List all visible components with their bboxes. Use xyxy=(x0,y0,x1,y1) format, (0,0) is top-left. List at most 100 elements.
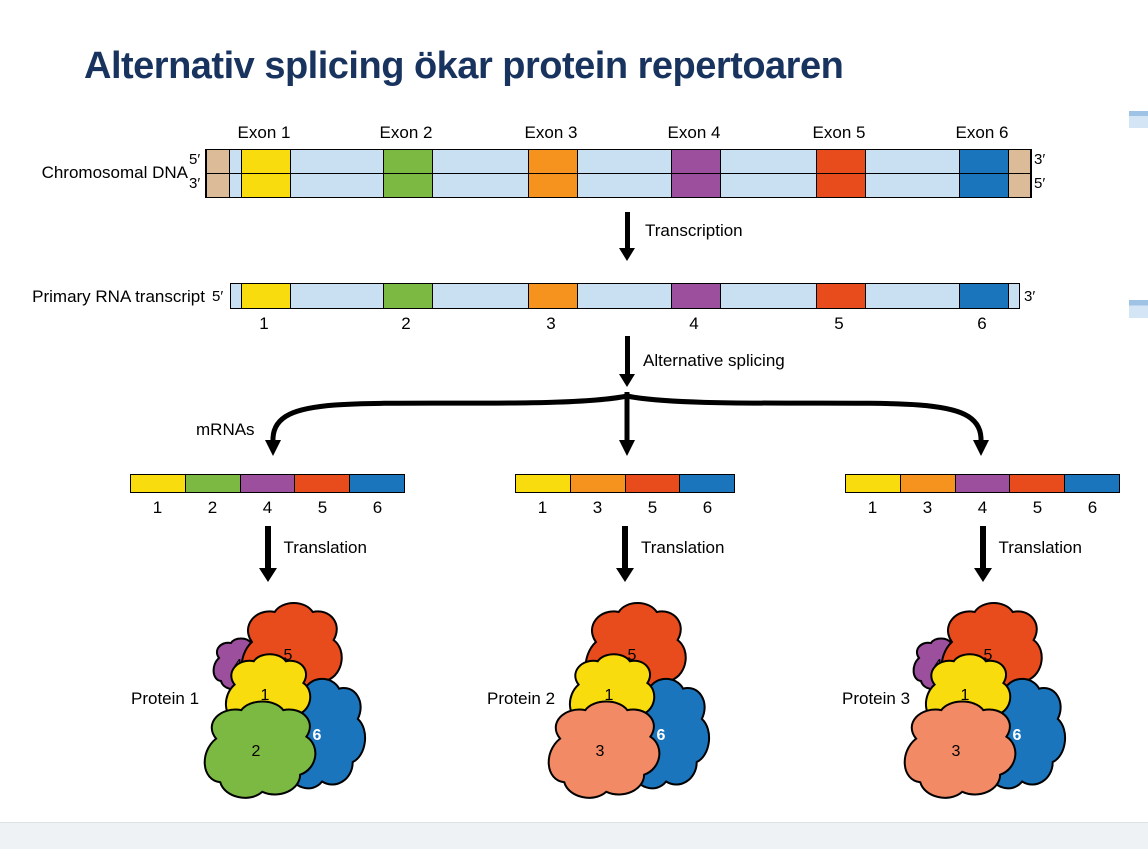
protein-subunit-5-number: 5 xyxy=(284,647,293,664)
mrna-exon-4 xyxy=(955,475,1011,492)
dna-exon-1 xyxy=(241,174,291,197)
mrna-exon-1 xyxy=(846,475,901,492)
mrna-exon-number-4: 4 xyxy=(977,498,988,517)
protein-subunit-5-number: 5 xyxy=(984,647,993,664)
rna-3prime: 3′ xyxy=(1024,288,1036,305)
dna-5prime-right: 5′ xyxy=(1034,175,1046,192)
ui-fragment-right-top xyxy=(1129,111,1148,128)
dna-exon-2 xyxy=(383,150,433,173)
mrna-exon-number-1: 1 xyxy=(867,498,878,517)
dna-exon-3 xyxy=(528,150,578,173)
primary-rna-bar xyxy=(230,283,1020,309)
mrna-exon-number-6: 6 xyxy=(1087,498,1098,517)
protein-subunit-5-number: 5 xyxy=(628,647,637,664)
mrna-exon-1 xyxy=(131,475,186,492)
exon-label-2: Exon 2 xyxy=(379,123,433,142)
dna-3prime-right: 3′ xyxy=(1034,151,1046,168)
protein-subunit-3-blob xyxy=(549,702,660,798)
dna-strand-top xyxy=(206,150,1031,174)
rna-exon-number-4: 4 xyxy=(689,314,699,333)
mrna-exon-number-6: 6 xyxy=(702,498,713,517)
mrna-branch-3: 1 3 4 5 6 Translation xyxy=(845,474,1120,614)
protein-blobs: 45612 xyxy=(188,598,388,813)
dna-end-cap-left xyxy=(206,174,230,197)
protein-subunit-3-number: 3 xyxy=(952,743,961,760)
rna-exon-numbers: 1 2 3 4 5 6 xyxy=(0,314,1148,336)
dna-exon-3 xyxy=(528,174,578,197)
splice-branch-right-head xyxy=(973,440,989,456)
dna-end-cap-right xyxy=(1007,174,1031,197)
protein-subunit-6-number: 6 xyxy=(1013,727,1022,744)
rna-exon-number-5: 5 xyxy=(834,314,844,333)
mrna-exon-number-6: 6 xyxy=(372,498,383,517)
protein-2-label: Protein 2 xyxy=(487,689,556,708)
translation-arrow xyxy=(258,526,277,582)
mrna-bar xyxy=(515,474,735,493)
mrna-bar xyxy=(130,474,405,493)
mrna-exon-numbers: 1 3 4 5 6 xyxy=(845,498,1120,518)
mrna-exon-number-1: 1 xyxy=(152,498,163,517)
exon-labels: Exon 1 Exon 2 Exon 3 Exon 4 Exon 5 Exon 6 xyxy=(0,123,1148,145)
translation-arrow-line xyxy=(264,526,271,568)
exon-label-5: Exon 5 xyxy=(812,123,866,142)
protein-subunit-2-number: 2 xyxy=(252,743,261,760)
mrna-exon-6 xyxy=(350,475,404,492)
protein-subunit-3-blob xyxy=(905,702,1016,798)
translation-arrow xyxy=(616,526,634,582)
mrna-exon-numbers: 1 3 5 6 xyxy=(515,498,735,518)
translation-label: Translation xyxy=(998,538,1082,557)
exon-label-1: Exon 1 xyxy=(237,123,291,142)
rna-exon-number-6: 6 xyxy=(977,314,987,333)
mrna-exon-5 xyxy=(625,475,681,492)
mrna-exon-number-3: 3 xyxy=(592,498,603,517)
chromosomal-dna-bar xyxy=(205,149,1032,198)
rna-exon-4 xyxy=(671,284,721,308)
protein-subunit-6-number: 6 xyxy=(657,727,666,744)
rna-exon-3 xyxy=(528,284,578,308)
mrnas-label: mRNAs xyxy=(196,420,255,439)
protein-blobs: 45613 xyxy=(888,598,1088,813)
dna-5prime-left: 5′ xyxy=(189,151,201,168)
splice-branch-center-head xyxy=(619,440,635,456)
dna-3prime-left: 3′ xyxy=(189,175,201,192)
bottom-band xyxy=(0,822,1148,849)
rna-exon-2 xyxy=(383,284,433,308)
mrna-exon-6 xyxy=(1065,475,1119,492)
mrna-exon-5 xyxy=(295,475,351,492)
translation-arrow-line xyxy=(979,526,986,568)
alternative-splicing-arrow-head xyxy=(619,374,635,387)
rna-exon-number-3: 3 xyxy=(546,314,556,333)
protein-subunit-3-number: 3 xyxy=(596,743,605,760)
dna-exon-6 xyxy=(959,150,1009,173)
dna-exon-2 xyxy=(383,174,433,197)
dna-end-cap-left xyxy=(206,150,230,173)
dna-exon-4 xyxy=(671,174,721,197)
mrna-exon-number-4: 4 xyxy=(262,498,273,517)
rna-exon-number-1: 1 xyxy=(259,314,269,333)
mrna-bar xyxy=(845,474,1120,493)
splice-branch-left-head xyxy=(265,440,281,456)
alternative-splicing-arrow xyxy=(619,336,635,387)
rna-exon-1 xyxy=(241,284,291,308)
translation-arrow-head xyxy=(616,568,634,582)
ui-fragment-right-bottom xyxy=(1129,300,1148,318)
transcription-arrow-line xyxy=(624,212,630,248)
mrna-exon-number-1: 1 xyxy=(537,498,548,517)
protein-3-structure: 45613 xyxy=(888,598,1088,813)
protein-subunit-2-blob xyxy=(205,702,316,798)
mrna-exon-5 xyxy=(1010,475,1066,492)
mrna-exon-4 xyxy=(240,475,296,492)
dna-exon-1 xyxy=(241,150,291,173)
splice-branch-arrows xyxy=(265,392,989,456)
protein-2-structure: 5 6 1 3 xyxy=(532,598,732,813)
mrna-branch-1: 1 2 4 5 6 Translation xyxy=(130,474,405,614)
protein-subunit-1-number: 1 xyxy=(605,687,614,704)
rna-exon-6 xyxy=(959,284,1009,308)
protein-3-label: Protein 3 xyxy=(842,689,911,708)
dna-row-label: Chromosomal DNA xyxy=(41,163,188,182)
protein-subunit-1-number: 1 xyxy=(961,687,970,704)
exon-label-3: Exon 3 xyxy=(524,123,578,142)
dna-exon-6 xyxy=(959,174,1009,197)
mrna-exon-3 xyxy=(570,475,626,492)
dna-end-cap-right xyxy=(1007,150,1031,173)
